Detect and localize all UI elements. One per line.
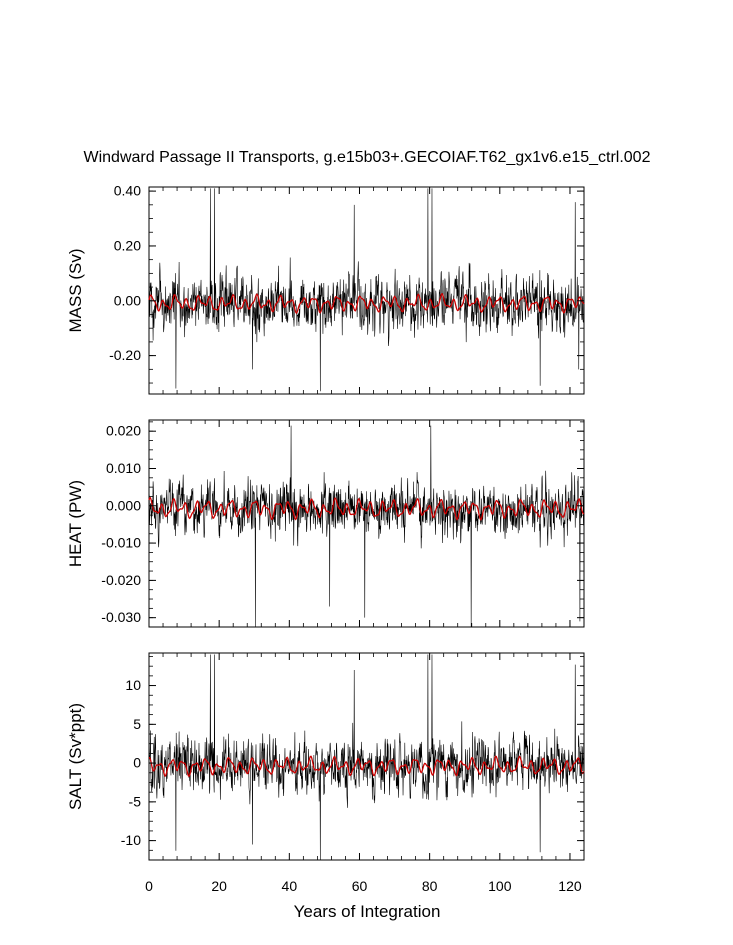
y-tick-label: -5 [129,793,142,809]
y-tick-label: 10 [125,677,141,693]
y-tick-label: 0 [133,755,141,771]
y-tick-label: 5 [133,716,141,732]
y-tick-label: -0.20 [109,347,141,363]
raw-series-line [148,654,585,861]
y-tick-label: 0.020 [106,423,141,439]
y-tick-label: 0.010 [106,460,141,476]
smoothed-series-line [148,497,585,521]
y-tick-label: -0.010 [101,535,141,551]
smoothed-series-line [148,755,585,778]
panel-frame [148,186,585,395]
raw-series-line [148,425,585,628]
x-tick-label: 40 [282,878,298,894]
y-axis-label: MASS (Sv) [66,248,85,332]
x-axis: 0 20 40 60 80 100 120 [145,878,582,894]
x-axis-label: Years of Integration [294,902,441,921]
x-tick-label: 80 [422,878,438,894]
y-axis-label: SALT (Sv*ppt) [66,703,85,810]
y-tick-label: 0.20 [114,237,141,253]
salt-panel: 10 5 0 -5 -10 SALT (Sv*ppt) [66,652,585,861]
mass-panel: 0.40 0.20 0.00 -0.20 MASS (Sv) [66,183,585,395]
smoothed-series-line [148,293,585,315]
y-tick-label: 0.000 [106,497,141,513]
y-tick-label: 0.40 [114,183,141,199]
y-tick-label: 0.00 [114,292,141,308]
y-tick-label: -10 [121,832,141,848]
y-tick-label: -0.030 [101,609,141,625]
x-tick-label: 0 [145,878,153,894]
panel-frame [148,419,585,628]
x-tick-label: 60 [352,878,368,894]
x-tick-label: 120 [558,878,582,894]
y-tick-label: -0.020 [101,572,141,588]
x-tick-label: 20 [211,878,227,894]
x-tick-label: 100 [488,878,512,894]
y-axis-label: HEAT (PW) [66,480,85,567]
heat-panel: 0.020 0.010 0.000 -0.010 -0.020 -0.030 HEAT (P… [66,419,585,628]
chart-title: Windward Passage II Transports, g.e15b03… [84,149,651,166]
raw-series-line [148,188,585,392]
